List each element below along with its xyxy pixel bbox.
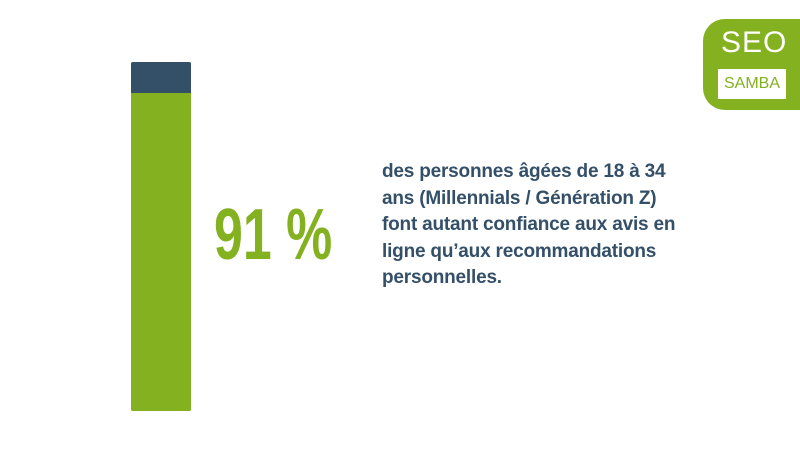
- bar-fill-segment: [131, 93, 191, 411]
- bar-remainder-segment: [131, 62, 191, 93]
- logo-samba-text: SAMBA: [718, 69, 786, 99]
- stat-description: des personnes âgées de 18 à 34 ans (Mill…: [382, 161, 676, 288]
- logo-seo-text: SEO: [721, 26, 788, 59]
- stat-percentage: 91 %: [214, 195, 333, 275]
- percentage-bar: [131, 62, 191, 411]
- seo-samba-logo: SEO SAMBA: [703, 19, 800, 110]
